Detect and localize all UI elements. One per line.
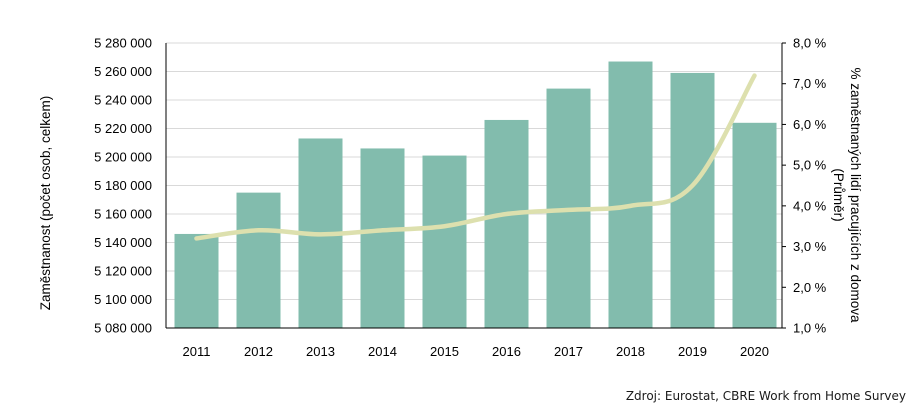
x-tick-label: 2017: [554, 344, 583, 359]
y-right-tick-label: 8,0 %: [793, 36, 827, 51]
x-tick-label: 2014: [368, 344, 397, 359]
y-left-tick-label: 5 120 000: [94, 264, 152, 279]
x-tick-label: 2011: [183, 344, 211, 359]
y-right-tick-label: 2,0 %: [793, 280, 827, 295]
bar-2015: [422, 155, 467, 328]
bar-2018: [608, 61, 653, 329]
left-axis-ticks: 5 280 000 5 260 000 5 240 000 5 220 000 5 20…: [94, 36, 152, 336]
y-left-tick-label: 5 140 000: [94, 235, 152, 250]
x-tick-label: 2012: [244, 344, 273, 359]
y-left-tick-label: 5 080 000: [94, 321, 152, 336]
y-right-axis-title: % zaměstnaných lidí pracujících z domova: [848, 67, 863, 323]
y-left-tick-label: 5 220 000: [94, 121, 152, 136]
y-right-tick-label: 3,0 %: [793, 239, 827, 254]
bars: [174, 61, 777, 329]
x-tick-label: 2018: [616, 344, 645, 359]
axes: [165, 43, 783, 329]
bar-2011: [174, 233, 219, 328]
y-right-tick-label: 4,0 %: [793, 198, 827, 213]
y-left-tick-label: 5 280 000: [94, 36, 152, 51]
y-right-tick-label: 1,0 %: [793, 321, 827, 336]
x-tick-label: 2013: [306, 344, 335, 359]
x-tick-label: 2015: [430, 344, 459, 359]
line-series: [194, 73, 757, 241]
bar-2020: [732, 122, 777, 328]
y-left-axis-title: Zaměstnanost (počet osob, celkem): [38, 96, 53, 311]
y-right-tick-label: 7,0 %: [793, 76, 827, 91]
y-left-tick-label: 5 200 000: [94, 150, 152, 165]
y-left-tick-label: 5 260 000: [94, 64, 152, 79]
x-tick-label: 2020: [740, 344, 769, 359]
y-left-tick-label: 5 240 000: [94, 93, 152, 108]
source-note: Zdroj: Eurostat, CBRE Work from Home Sur…: [626, 389, 906, 403]
bar-2019: [670, 72, 715, 328]
y-right-tick-label: 5,0 %: [793, 158, 827, 173]
x-tick-label: 2019: [678, 344, 707, 359]
y-left-tick-label: 5 160 000: [94, 207, 152, 222]
y-left-tick-label: 5 180 000: [94, 178, 152, 193]
y-right-tick-label: 6,0 %: [793, 117, 827, 132]
home-work-share-line: [194, 73, 757, 241]
x-tick-label: 2016: [492, 344, 521, 359]
x-axis-ticks: 2011 2012 2013 2014 2015 2016 2017 2018 2019 2020: [183, 344, 769, 359]
y-right-axis-subtitle: (Průměr): [831, 168, 846, 221]
bar-2012: [236, 192, 281, 328]
bar-2016: [484, 119, 529, 328]
bar-2014: [360, 148, 405, 328]
right-axis-ticks: 8,0 % 7,0 % 6,0 % 5,0 % 4,0 % 3,0 % 2,0 % 1,0 %: [782, 36, 827, 336]
y-left-tick-label: 5 100 000: [94, 292, 152, 307]
